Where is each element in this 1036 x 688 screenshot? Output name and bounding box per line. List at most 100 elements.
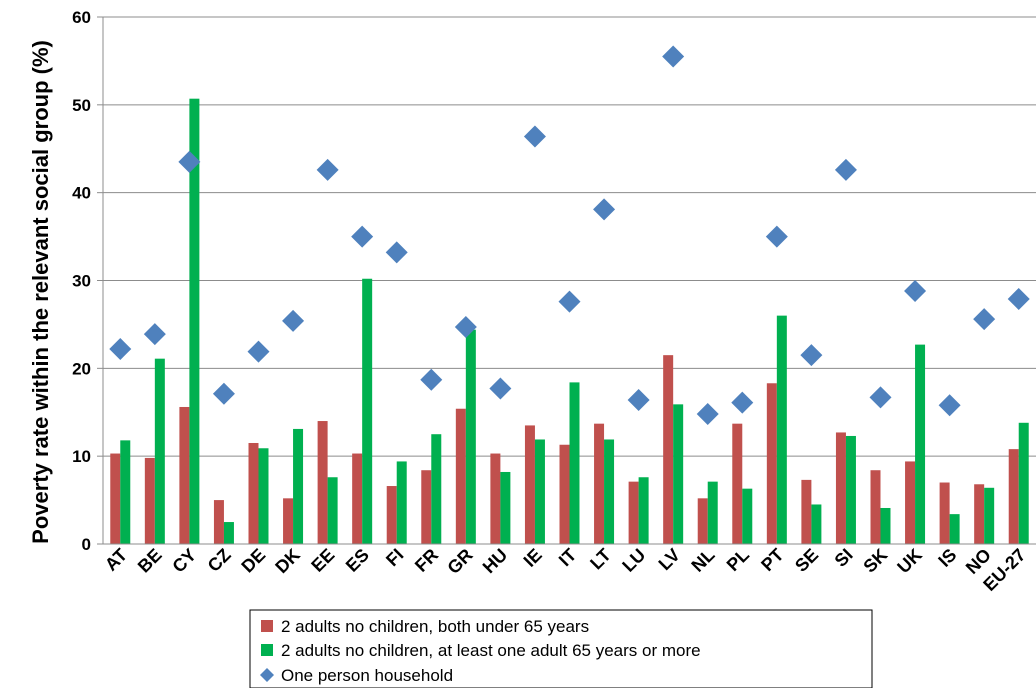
- bar-under65-LV: [663, 355, 674, 544]
- bar-over65-SI: [845, 435, 856, 544]
- marker-one-person-LT: [593, 198, 616, 221]
- marker-one-person-UK: [904, 280, 927, 303]
- bar-under65-NL: [697, 498, 708, 544]
- bar-over65-EE: [327, 477, 338, 544]
- x-tick-label-DK: DK: [271, 545, 304, 578]
- y-tick-label-0: 0: [82, 535, 91, 554]
- bar-under65-HU: [490, 453, 501, 544]
- marker-one-person-LU: [627, 388, 650, 411]
- marker-one-person-CZ: [212, 382, 235, 405]
- marker-one-person-IE: [523, 125, 546, 148]
- legend-box: [249, 609, 873, 688]
- x-tick-label-SK: SK: [859, 545, 891, 577]
- x-tick-label-NL: NL: [687, 545, 718, 576]
- bar-over65-PT: [776, 315, 787, 544]
- bar-over65-AT: [120, 440, 131, 544]
- bar-under65-IT: [559, 444, 570, 544]
- bar-under65-SK: [870, 470, 881, 544]
- marker-one-person-CY: [178, 150, 201, 173]
- bar-under65-LT: [594, 423, 605, 544]
- bar-over65-LT: [604, 439, 615, 544]
- bar-under65-CY: [179, 406, 190, 544]
- bar-over65-BE: [154, 358, 165, 544]
- marker-one-person-SK: [869, 386, 892, 409]
- bar-under65-EE: [317, 421, 328, 544]
- legend-swatch-2: [260, 668, 274, 682]
- x-tick-label-AT: AT: [101, 545, 131, 575]
- x-tick-label-SE: SE: [791, 545, 822, 576]
- marker-one-person-DE: [247, 340, 270, 363]
- bars: [110, 98, 1029, 544]
- y-tick-label-30: 30: [72, 272, 91, 291]
- marker-one-person-BE: [143, 323, 166, 346]
- bar-under65-SE: [801, 479, 812, 544]
- bar-over65-FI: [396, 461, 407, 544]
- bar-over65-DE: [258, 448, 269, 544]
- marker-one-person-SI: [834, 158, 857, 181]
- x-tick-label-IE: IE: [520, 545, 546, 571]
- x-tick-label-CY: CY: [168, 545, 200, 577]
- marker-one-person-LV: [662, 45, 685, 68]
- marker-one-person-AT: [109, 338, 132, 361]
- marker-one-person-FR: [420, 368, 443, 391]
- marker-one-person-HU: [489, 377, 512, 400]
- marker-one-person-PT: [765, 225, 788, 248]
- bar-over65-LV: [673, 404, 684, 544]
- bar-over65-PL: [742, 488, 753, 544]
- marker-one-person-PL: [731, 391, 754, 414]
- marker-one-person-EU-27: [1007, 287, 1030, 310]
- bar-under65-UK: [905, 461, 916, 544]
- y-tick-label-40: 40: [72, 184, 91, 203]
- bar-over65-CY: [189, 98, 200, 544]
- bar-over65-NO: [984, 487, 995, 544]
- legend-swatch-1: [261, 644, 273, 656]
- bar-under65-CZ: [213, 500, 224, 544]
- bar-under65-LU: [628, 481, 639, 544]
- y-axis-label: Poverty rate within the relevant social …: [28, 40, 53, 544]
- bar-over65-EU-27: [1018, 422, 1029, 544]
- bar-over65-NL: [707, 481, 718, 544]
- bar-over65-IE: [534, 439, 545, 544]
- legend: 2 adults no children, both under 65 year…: [249, 609, 873, 688]
- x-tick-label-PT: PT: [757, 545, 787, 575]
- bar-over65-CZ: [223, 522, 234, 544]
- marker-one-person-DK: [282, 309, 305, 332]
- bar-over65-IT: [569, 382, 580, 544]
- y-tick-label-50: 50: [72, 96, 91, 115]
- marker-one-person-ES: [351, 225, 374, 248]
- x-tick-label-FI: FI: [382, 545, 407, 570]
- bar-over65-GR: [465, 329, 476, 544]
- bar-under65-GR: [455, 408, 466, 544]
- x-tick-label-EE: EE: [307, 545, 338, 576]
- bar-over65-LU: [638, 477, 649, 544]
- x-tick-label-GR: GR: [443, 545, 476, 578]
- bar-over65-UK: [915, 344, 926, 544]
- marker-one-person-EE: [316, 158, 339, 181]
- bar-under65-ES: [352, 453, 363, 544]
- bar-under65-EU-27: [1008, 449, 1019, 544]
- bar-under65-IE: [524, 425, 535, 544]
- bar-over65-HU: [500, 471, 511, 544]
- bar-over65-DK: [293, 428, 304, 544]
- bar-over65-SK: [880, 507, 891, 544]
- marker-one-person-IT: [558, 290, 581, 313]
- x-tick-label-CZ: CZ: [204, 545, 235, 576]
- bar-over65-FR: [431, 434, 442, 544]
- x-tick-label-DE: DE: [237, 545, 269, 577]
- x-tick-label-IT: IT: [555, 545, 580, 570]
- y-tick-label-60: 60: [72, 8, 91, 27]
- x-tick-label-HU: HU: [479, 545, 512, 578]
- x-tick-label-ES: ES: [342, 545, 373, 576]
- x-tick-label-IS: IS: [934, 545, 960, 571]
- x-tick-label-LT: LT: [586, 545, 615, 574]
- gridlines: [103, 16, 1036, 457]
- bar-under65-PL: [732, 423, 743, 544]
- x-axis-ticks: AT BE CY CZ DE DK EE ES FI FR GR HU IE IT LT LU LV NL PL PT…: [101, 545, 1030, 595]
- x-tick-label-PL: PL: [723, 545, 753, 575]
- x-tick-label-UK: UK: [893, 545, 926, 578]
- bar-over65-IS: [949, 514, 960, 544]
- x-tick-label-LV: LV: [655, 545, 684, 574]
- bar-over65-ES: [362, 278, 373, 544]
- x-tick-label-BE: BE: [134, 545, 166, 577]
